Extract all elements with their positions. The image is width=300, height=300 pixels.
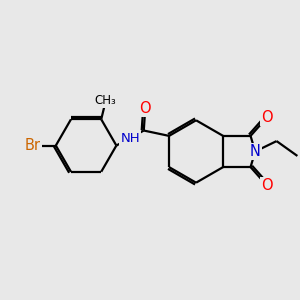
Text: CH₃: CH₃	[95, 94, 117, 107]
Text: O: O	[140, 101, 151, 116]
Text: Br: Br	[24, 138, 40, 153]
Text: NH: NH	[120, 131, 140, 145]
Text: O: O	[261, 110, 273, 125]
Text: N: N	[250, 144, 261, 159]
Text: O: O	[261, 178, 273, 193]
